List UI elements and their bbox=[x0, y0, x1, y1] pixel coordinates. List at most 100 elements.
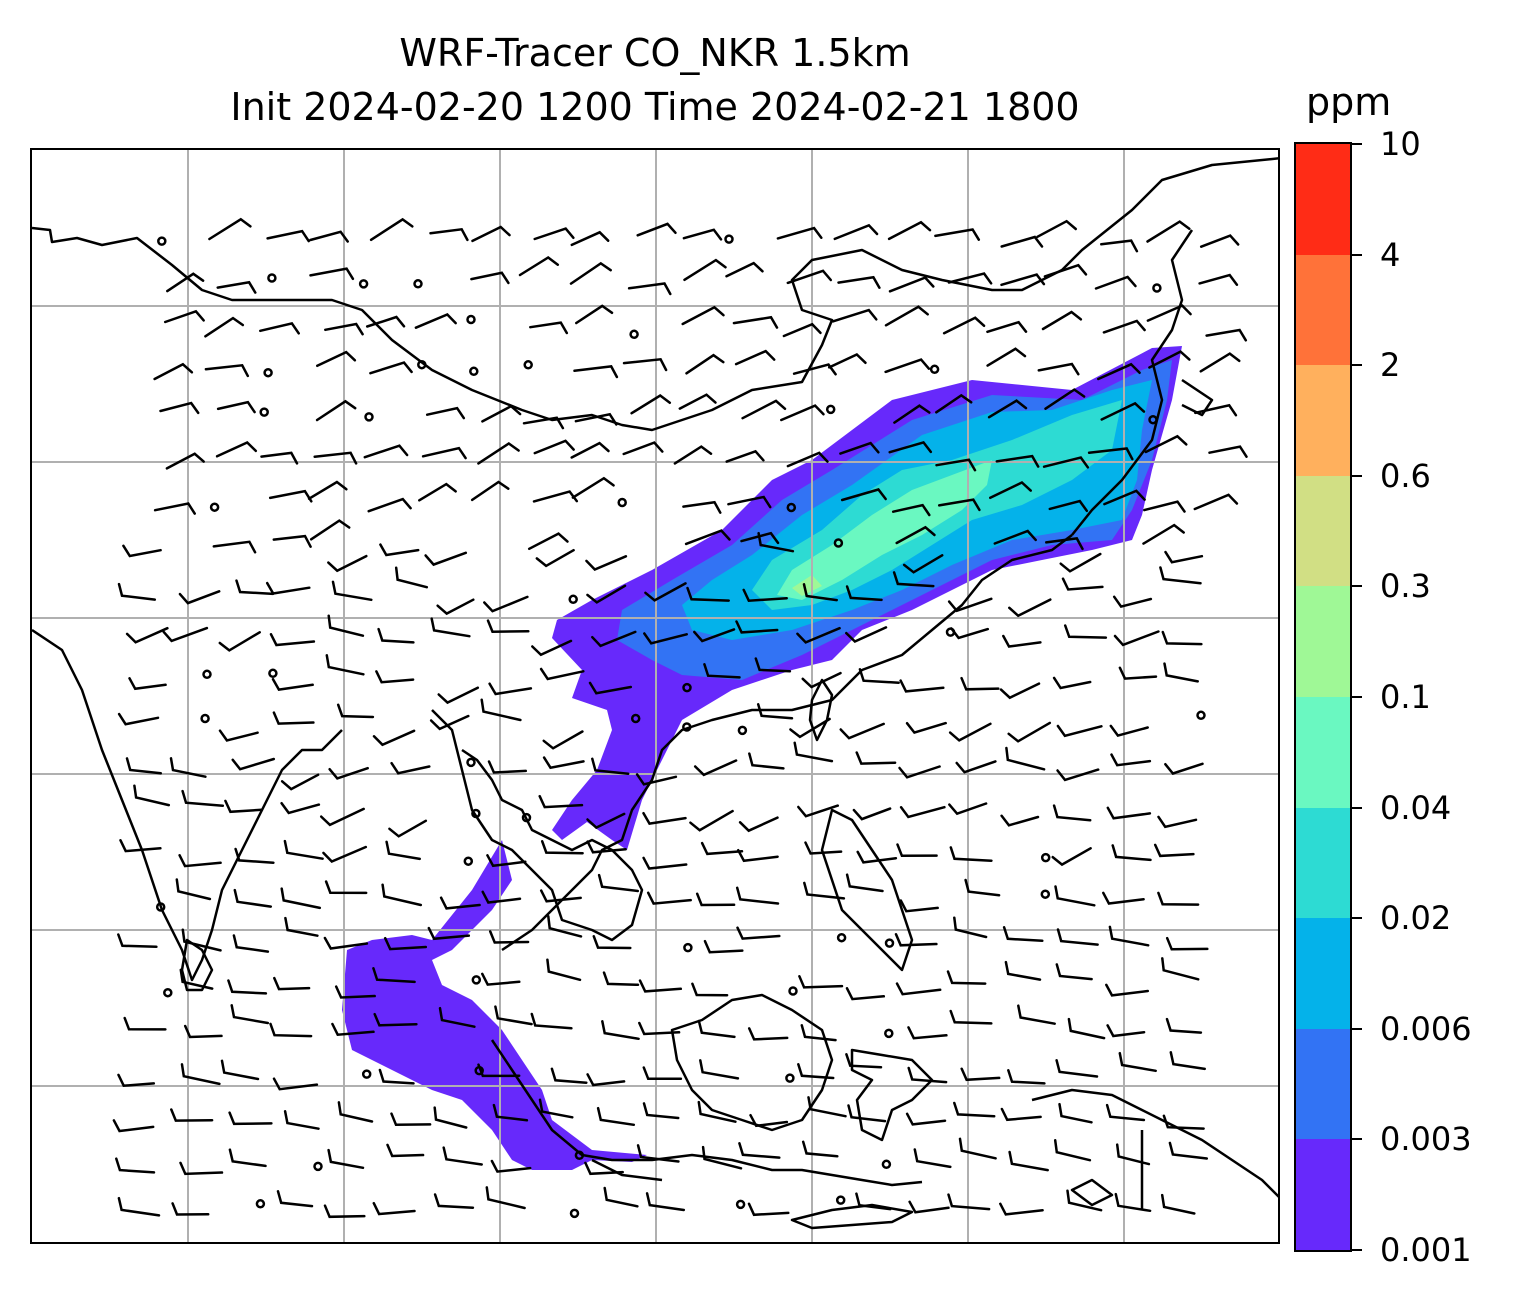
wind-barb bbox=[993, 529, 1037, 545]
wind-barb bbox=[1055, 963, 1093, 981]
wind-barb bbox=[324, 880, 368, 895]
wind-barb bbox=[902, 554, 944, 574]
wind-barb bbox=[586, 584, 627, 604]
wind-barb bbox=[1103, 489, 1146, 506]
wind-barb bbox=[430, 617, 471, 638]
colorbar-tick-label: 0.02 bbox=[1380, 899, 1452, 938]
wind-barb bbox=[433, 1193, 475, 1209]
wind-barb bbox=[948, 802, 988, 816]
wind-barb bbox=[373, 1012, 418, 1027]
wind-barb bbox=[855, 1192, 892, 1211]
wind-barb bbox=[673, 445, 713, 465]
wind-barb bbox=[260, 451, 299, 465]
wind-barb bbox=[1108, 925, 1150, 947]
wind-barb bbox=[542, 756, 585, 770]
colorbar-tick-label: 0.006 bbox=[1380, 1009, 1472, 1048]
wind-barb bbox=[573, 365, 619, 379]
wind-barb bbox=[570, 441, 610, 459]
wind-barb bbox=[273, 976, 311, 991]
wind-barb bbox=[840, 488, 887, 502]
wind-barb bbox=[280, 773, 320, 791]
wind-barb bbox=[797, 1063, 835, 1080]
wind-barb bbox=[642, 1066, 683, 1081]
wind-barb bbox=[1102, 891, 1145, 905]
wind-barb bbox=[1000, 273, 1046, 287]
wind-barb bbox=[183, 1024, 223, 1039]
wind-barb bbox=[601, 1020, 640, 1041]
wind-barb bbox=[725, 449, 765, 463]
wind-barb bbox=[986, 320, 1028, 334]
wind-barb bbox=[858, 668, 900, 684]
wind-barb bbox=[433, 1106, 468, 1129]
wind-barb bbox=[1008, 598, 1052, 618]
wind-barb bbox=[1061, 577, 1104, 591]
wind-barb bbox=[636, 1144, 680, 1163]
wind-barb bbox=[1000, 814, 1040, 827]
wind-barb bbox=[1118, 1051, 1157, 1073]
wind-barb bbox=[1157, 891, 1200, 906]
calm-wind-marker bbox=[268, 668, 278, 679]
wind-barb bbox=[438, 1006, 476, 1028]
wind-barb bbox=[165, 452, 205, 470]
wind-barb bbox=[1042, 456, 1090, 469]
map-canvas bbox=[32, 150, 1278, 1242]
wind-barb bbox=[847, 1104, 887, 1123]
wind-barb bbox=[216, 280, 257, 294]
wind-barb bbox=[754, 657, 792, 673]
colorbar-segment bbox=[1296, 696, 1350, 808]
wind-barb bbox=[645, 1192, 686, 1212]
map-panel bbox=[30, 148, 1280, 1244]
wind-barb bbox=[786, 451, 829, 468]
wind-barb bbox=[1114, 1192, 1152, 1213]
wind-barb bbox=[486, 854, 527, 868]
wind-barb bbox=[741, 399, 787, 420]
wind-barb bbox=[586, 840, 627, 854]
wind-barb bbox=[518, 255, 560, 277]
wind-barb bbox=[569, 261, 612, 285]
wind-barb bbox=[1056, 928, 1099, 946]
colorbar-segment bbox=[1296, 807, 1350, 919]
wind-barb bbox=[112, 1119, 155, 1133]
wind-barb bbox=[1157, 815, 1198, 829]
wind-barb bbox=[638, 1021, 681, 1036]
wind-barb bbox=[383, 936, 428, 951]
calm-wind-marker bbox=[155, 902, 166, 912]
wind-barb bbox=[328, 766, 369, 780]
wind-barb bbox=[388, 819, 428, 838]
wind-barb bbox=[331, 1022, 375, 1037]
wind-barb bbox=[575, 304, 614, 325]
wind-barb bbox=[804, 841, 843, 855]
wind-barb bbox=[793, 741, 834, 763]
wind-barb bbox=[125, 626, 169, 644]
wind-barb bbox=[159, 401, 200, 415]
wind-barb bbox=[128, 677, 167, 691]
wind-barb bbox=[276, 1190, 314, 1208]
wind-barb bbox=[470, 480, 510, 502]
wind-barb bbox=[378, 1068, 415, 1085]
wind-barb bbox=[220, 1059, 260, 1081]
wind-barb bbox=[782, 322, 822, 338]
wind-barb bbox=[1161, 630, 1203, 646]
wind-barb bbox=[1146, 304, 1192, 322]
wind-barb bbox=[224, 799, 264, 814]
wind-barb bbox=[592, 935, 632, 950]
calm-wind-marker bbox=[629, 329, 639, 340]
wind-barbs bbox=[112, 217, 1248, 1219]
wind-barb bbox=[899, 805, 946, 819]
wind-barb bbox=[1048, 499, 1089, 513]
wind-barb bbox=[531, 639, 573, 657]
wind-barb bbox=[367, 497, 412, 513]
wind-barb bbox=[1153, 843, 1195, 858]
coast-north-asia bbox=[32, 157, 1278, 432]
wind-barb bbox=[178, 854, 222, 868]
wind-barb bbox=[284, 916, 319, 937]
wind-barb bbox=[1052, 804, 1092, 822]
wind-barb bbox=[327, 1148, 365, 1170]
wind-barb bbox=[325, 654, 365, 676]
wind-barb bbox=[1168, 1141, 1209, 1160]
colorbar bbox=[1294, 142, 1352, 1252]
calm-wind-marker bbox=[617, 497, 627, 508]
wind-barb bbox=[953, 1101, 996, 1118]
wind-barb bbox=[602, 971, 640, 987]
wind-barb bbox=[697, 1100, 737, 1123]
